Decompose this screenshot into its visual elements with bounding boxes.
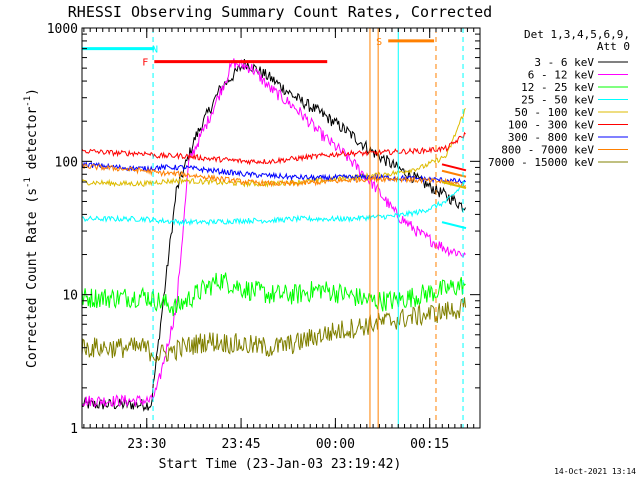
legend-label: 6 - 12 keV	[528, 69, 595, 82]
series-layer	[81, 58, 467, 412]
series-line	[81, 58, 466, 408]
y-tick-label: 1	[70, 422, 78, 437]
legend-label: 7000 - 15000 keV	[488, 156, 594, 169]
legend-label: 800 - 7000 keV	[501, 144, 594, 157]
y-axis-label-mid: detector	[25, 107, 40, 178]
x-axis-label: Start Time (23-Jan-03 23:19:42)	[159, 457, 402, 472]
x-tick-label: 23:45	[222, 437, 261, 452]
series-line	[81, 131, 466, 166]
y-axis-label-exp2: -1	[23, 96, 33, 107]
y-tick-label: 10	[62, 289, 78, 304]
x-tick-label: 23:30	[127, 437, 166, 452]
plot-frame	[81, 27, 481, 429]
series-line	[81, 107, 466, 188]
tail-segment-line	[441, 181, 467, 189]
y-axis-label-exp1: -1	[23, 177, 33, 188]
legend-label: 25 - 50 keV	[521, 94, 594, 107]
tail-segment-line	[441, 221, 467, 230]
tail-segment-line	[441, 163, 467, 172]
footer-date: 14-Oct-2021 13:14	[554, 467, 636, 476]
legend-label: 300 - 800 keV	[508, 131, 594, 144]
legend-label: 50 - 100 keV	[515, 106, 595, 119]
y-axis-label-text: Corrected Count Rate (s	[25, 188, 40, 368]
state-bar-label: S	[376, 37, 382, 48]
series-line	[81, 297, 466, 363]
series-line	[81, 272, 466, 317]
legend-label: 3 - 6 keV	[534, 56, 594, 69]
legend-label: 12 - 25 keV	[521, 81, 594, 94]
markers-layer: NF S	[82, 28, 464, 428]
x-tick-label: 00:00	[316, 437, 355, 452]
tail-segment-line	[441, 169, 467, 178]
series-line	[81, 59, 466, 412]
legend-subtitle: Att 0	[597, 40, 630, 53]
legend-label: 100 - 300 keV	[508, 119, 594, 132]
y-axis-label: Corrected Count Rate (s-1 detector-1)	[23, 88, 40, 368]
y-tick-label: 1000	[47, 22, 78, 37]
y-axis-label-end: )	[25, 88, 40, 96]
x-tick-label: 00:15	[410, 437, 449, 452]
series-line	[81, 180, 466, 227]
chart-title: RHESSI Observing Summary Count Rates, Co…	[68, 3, 492, 21]
state-bar-label: N	[152, 45, 158, 56]
state-bar-label: F	[142, 58, 148, 69]
axes-layer: 1 10 100 1000 23:30 23:45 00:00 00:15	[47, 22, 481, 452]
legend-title: Det 1,3,4,5,6,9,	[524, 28, 630, 41]
series-line	[81, 163, 466, 189]
y-tick-label: 100	[55, 155, 78, 170]
